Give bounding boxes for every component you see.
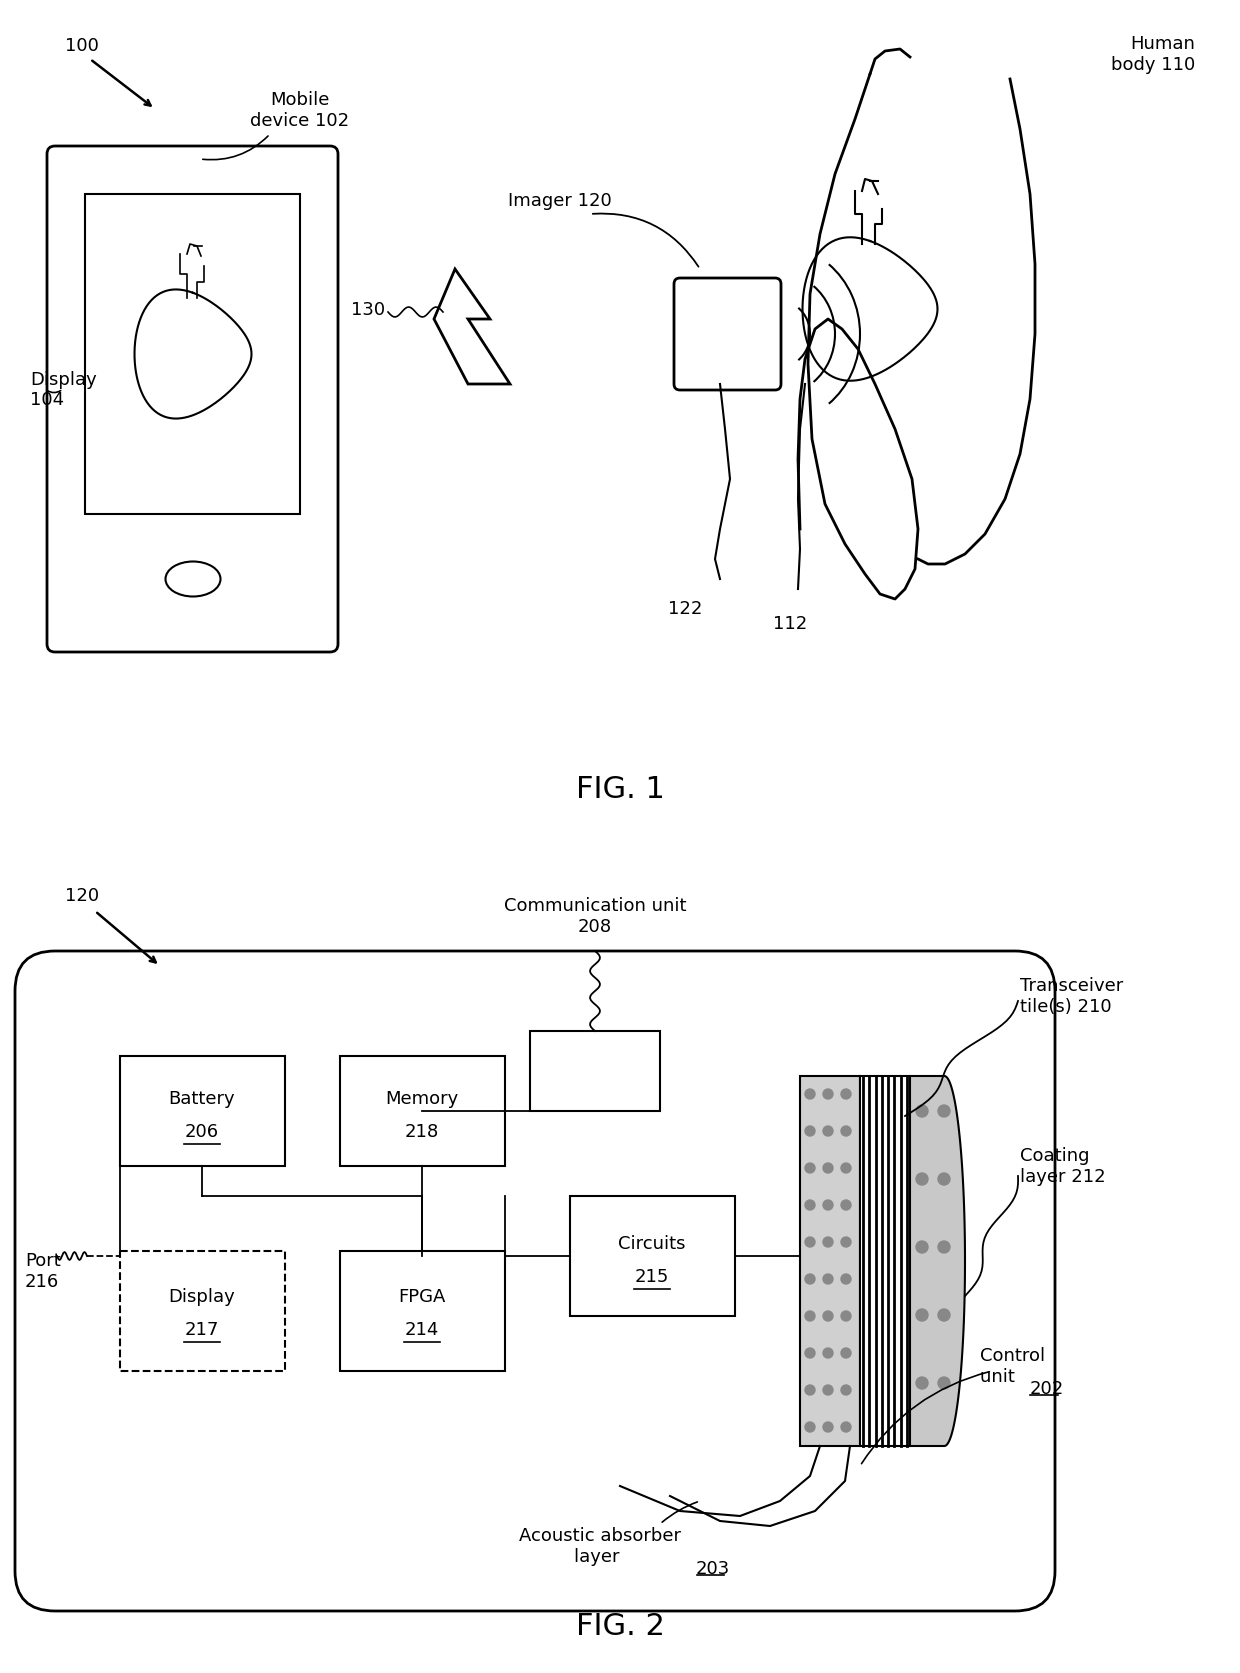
Circle shape: [805, 1275, 815, 1285]
Bar: [529, 1031, 660, 1111]
Bar: [800, 1076, 861, 1445]
Text: 206: 206: [185, 1123, 219, 1141]
Text: Mobile
device 102: Mobile device 102: [250, 90, 350, 130]
Circle shape: [937, 1241, 950, 1253]
Text: Human
body 110: Human body 110: [1111, 35, 1195, 74]
Text: 218: 218: [405, 1123, 439, 1141]
Text: Control
unit: Control unit: [980, 1347, 1045, 1385]
FancyBboxPatch shape: [47, 147, 339, 652]
Bar: [861, 1076, 910, 1445]
Text: Imager 120: Imager 120: [508, 192, 611, 209]
Text: 215: 215: [635, 1266, 670, 1285]
Circle shape: [841, 1422, 851, 1432]
Circle shape: [805, 1348, 815, 1358]
Circle shape: [841, 1089, 851, 1099]
Circle shape: [841, 1312, 851, 1322]
FancyBboxPatch shape: [15, 952, 1055, 1611]
Text: Communication unit
208: Communication unit 208: [503, 897, 686, 935]
Circle shape: [805, 1200, 815, 1210]
Text: FIG. 1: FIG. 1: [575, 775, 665, 805]
Circle shape: [823, 1200, 833, 1210]
Circle shape: [937, 1310, 950, 1322]
Circle shape: [841, 1200, 851, 1210]
Circle shape: [841, 1238, 851, 1248]
Circle shape: [937, 1377, 950, 1389]
Text: FIG. 2: FIG. 2: [575, 1611, 665, 1641]
Circle shape: [841, 1163, 851, 1173]
Text: 122: 122: [668, 599, 702, 617]
Bar: [340, 1056, 505, 1166]
Circle shape: [916, 1310, 928, 1322]
Text: Display
104: Display 104: [30, 370, 97, 410]
Circle shape: [805, 1089, 815, 1099]
Text: Battery: Battery: [169, 1089, 236, 1108]
Circle shape: [823, 1348, 833, 1358]
Circle shape: [823, 1089, 833, 1099]
Circle shape: [823, 1385, 833, 1395]
Circle shape: [823, 1238, 833, 1248]
Circle shape: [823, 1163, 833, 1173]
Circle shape: [916, 1377, 928, 1389]
Polygon shape: [434, 269, 510, 385]
Text: 112: 112: [773, 614, 807, 632]
Text: Coating
layer 212: Coating layer 212: [1021, 1146, 1106, 1184]
Bar: [120, 1056, 285, 1166]
Text: Port
216: Port 216: [25, 1251, 61, 1290]
Bar: [120, 1251, 285, 1372]
Circle shape: [823, 1312, 833, 1322]
Bar: [86, 194, 300, 515]
Text: Acoustic absorber
layer: Acoustic absorber layer: [520, 1526, 681, 1564]
Circle shape: [805, 1422, 815, 1432]
Text: 100: 100: [64, 37, 99, 55]
Text: Circuits: Circuits: [619, 1235, 686, 1253]
Text: 202: 202: [1030, 1379, 1064, 1397]
Circle shape: [805, 1312, 815, 1322]
Bar: [340, 1251, 505, 1372]
Text: 120: 120: [64, 887, 99, 905]
Text: 203: 203: [696, 1559, 730, 1578]
Circle shape: [916, 1106, 928, 1118]
Text: 217: 217: [185, 1320, 219, 1338]
Circle shape: [937, 1173, 950, 1184]
Text: Transceiver
tile(s) 210: Transceiver tile(s) 210: [1021, 977, 1123, 1016]
Circle shape: [916, 1173, 928, 1184]
Circle shape: [823, 1275, 833, 1285]
FancyBboxPatch shape: [675, 279, 781, 391]
Circle shape: [805, 1238, 815, 1248]
Circle shape: [937, 1106, 950, 1118]
Bar: [570, 1196, 735, 1317]
Text: FPGA: FPGA: [398, 1287, 445, 1305]
Circle shape: [805, 1385, 815, 1395]
Circle shape: [823, 1126, 833, 1136]
Circle shape: [805, 1163, 815, 1173]
Circle shape: [841, 1275, 851, 1285]
Circle shape: [805, 1126, 815, 1136]
Text: 130: 130: [351, 301, 384, 320]
Ellipse shape: [165, 562, 221, 597]
Text: Display: Display: [169, 1287, 236, 1305]
Circle shape: [841, 1348, 851, 1358]
Circle shape: [841, 1385, 851, 1395]
Circle shape: [841, 1126, 851, 1136]
Text: Memory: Memory: [386, 1089, 459, 1108]
Circle shape: [916, 1241, 928, 1253]
Circle shape: [823, 1422, 833, 1432]
Text: 214: 214: [404, 1320, 439, 1338]
Polygon shape: [910, 1076, 965, 1445]
